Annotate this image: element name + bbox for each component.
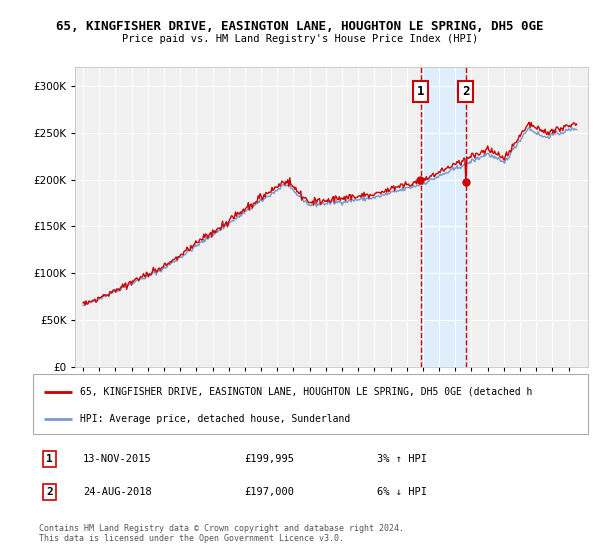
FancyBboxPatch shape bbox=[33, 374, 588, 434]
Text: Contains HM Land Registry data © Crown copyright and database right 2024.
This d: Contains HM Land Registry data © Crown c… bbox=[38, 524, 404, 543]
Text: Price paid vs. HM Land Registry's House Price Index (HPI): Price paid vs. HM Land Registry's House … bbox=[122, 34, 478, 44]
Text: 1: 1 bbox=[46, 454, 53, 464]
Text: 24-AUG-2018: 24-AUG-2018 bbox=[83, 487, 152, 497]
Text: 2: 2 bbox=[462, 85, 470, 98]
Text: 3% ↑ HPI: 3% ↑ HPI bbox=[377, 454, 427, 464]
Text: 65, KINGFISHER DRIVE, EASINGTON LANE, HOUGHTON LE SPRING, DH5 0GE: 65, KINGFISHER DRIVE, EASINGTON LANE, HO… bbox=[56, 20, 544, 32]
Bar bbox=[421, 67, 466, 367]
Text: £199,995: £199,995 bbox=[244, 454, 294, 464]
Text: £197,000: £197,000 bbox=[244, 487, 294, 497]
Text: 13-NOV-2015: 13-NOV-2015 bbox=[83, 454, 152, 464]
Text: 65, KINGFISHER DRIVE, EASINGTON LANE, HOUGHTON LE SPRING, DH5 0GE (detached h: 65, KINGFISHER DRIVE, EASINGTON LANE, HO… bbox=[80, 386, 533, 396]
Text: 6% ↓ HPI: 6% ↓ HPI bbox=[377, 487, 427, 497]
Text: HPI: Average price, detached house, Sunderland: HPI: Average price, detached house, Sund… bbox=[80, 414, 350, 424]
Text: 1: 1 bbox=[417, 85, 425, 98]
Text: 2: 2 bbox=[46, 487, 53, 497]
